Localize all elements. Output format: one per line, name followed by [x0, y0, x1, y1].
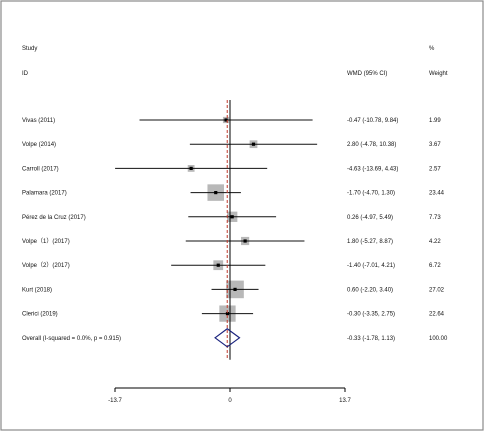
study-weight-text: 27.02 [429, 287, 445, 293]
study-ci-text: -1.70 (-4.70, 1.30) [347, 191, 395, 197]
overall-row: Overall (I-squared = 0.0%, p = 0.915) -0.… [22, 328, 448, 348]
study-label: Kurt (2018) [22, 287, 52, 293]
x-tick-label: -13.7 [108, 398, 122, 404]
point-estimate [216, 263, 220, 267]
study-label: Clerici (2019) [22, 312, 58, 318]
overall-ci-text: -0.33 (-1.78, 1.13) [347, 336, 395, 342]
point-estimate [225, 312, 230, 316]
study-row: Carroll (2017) -4.63 (-13.69, 4.43) 2.57 [22, 164, 441, 172]
study-row: Kurt (2018) 0.60 (-2.20, 3.40) 27.02 [22, 280, 445, 299]
study-weight-text: 2.57 [429, 166, 441, 172]
study-ci-text: -0.30 (-3.35, 2.75) [347, 312, 395, 318]
study-label: Vivas (2011) [22, 118, 55, 124]
overall-diamond [214, 328, 241, 348]
point-estimate [230, 215, 234, 219]
x-tick-label: 13.7 [339, 398, 351, 404]
study-ci-text: -0.47 (-10.78, 9.84) [347, 118, 398, 124]
point-estimate [251, 142, 256, 146]
study-row: Clerici (2019) -0.30 (-3.35, 2.75) 22.64 [22, 305, 445, 322]
header-study: Study [22, 46, 37, 52]
study-label: Palamara (2017) [22, 191, 67, 197]
study-weight-text: 1.99 [429, 118, 441, 124]
study-ci-text: 2.80 (-4.78, 10.38) [347, 142, 396, 148]
header-effect: WMD (95% CI) [347, 71, 387, 77]
point-estimate [214, 191, 218, 195]
study-weight-text: 7.73 [429, 215, 441, 221]
study-ci-text: 0.26 (-4.97, 5.49) [347, 215, 393, 221]
study-weight-text: 4.22 [429, 239, 441, 245]
study-ci-text: -4.63 (-13.69, 4.43) [347, 166, 398, 172]
study-weight-text: 3.67 [429, 142, 441, 148]
header-pct: % [429, 46, 435, 52]
overall-label: Overall (I-squared = 0.0%, p = 0.915) [22, 336, 121, 342]
point-estimate [189, 166, 193, 170]
study-weight-text: 23.44 [429, 191, 445, 197]
study-rows: Vivas (2011) -0.47 (-10.78, 9.84) 1.99 Volp… [22, 116, 445, 322]
study-label: Volpe（1）(2017) [22, 238, 70, 245]
study-label: Pérez de la Cruz (2017) [22, 215, 86, 221]
study-row: Palamara (2017) -1.70 (-4.70, 1.30) 23.44 [22, 184, 445, 201]
study-ci-text: 1.80 (-5.27, 8.87) [347, 239, 393, 245]
point-estimate [243, 239, 247, 243]
study-row: Volpe（1）(2017) 1.80 (-5.27, 8.87) 4.22 [22, 236, 441, 246]
study-row: Vivas (2011) -0.47 (-10.78, 9.84) 1.99 [22, 116, 441, 124]
study-weight-text: 6.72 [429, 263, 441, 269]
overall-weight-text: 100.00 [429, 336, 448, 342]
study-ci-text: -1.40 (-7.01, 4.21) [347, 263, 395, 269]
study-label: Volpe (2014) [22, 142, 56, 148]
study-row: Volpe (2014) 2.80 (-4.78, 10.38) 3.67 [22, 140, 441, 148]
study-row: Pérez de la Cruz (2017) 0.26 (-4.97, 5.49… [22, 211, 441, 222]
study-weight-text: 22.64 [429, 312, 445, 318]
point-estimate [233, 287, 237, 291]
header-id: ID [22, 71, 29, 77]
study-label: Volpe（2）(2017) [22, 262, 70, 269]
study-label: Carroll (2017) [22, 166, 59, 172]
point-estimate [224, 118, 228, 122]
study-ci-text: 0.60 (-2.20, 3.40) [347, 287, 393, 293]
x-tick-label: 0 [228, 398, 232, 404]
x-axis: -13.7 0 13.7 [108, 387, 351, 404]
study-row: Volpe（2）(2017) -1.40 (-7.01, 4.21) 6.72 [22, 260, 441, 271]
header-weight: Weight [429, 71, 448, 77]
reference-lines [226, 100, 231, 360]
